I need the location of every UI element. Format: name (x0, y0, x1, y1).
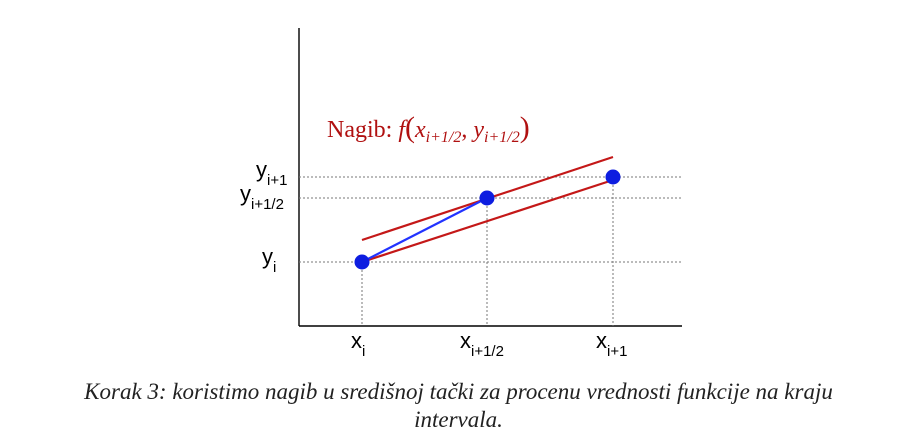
slope-label: Nagib: f(xi+1/2, yi+1/2) (327, 111, 530, 146)
diagram: Nagib: f(xi+1/2, yi+1/2) xi xi+1/2 xi+1 … (240, 28, 682, 360)
slope-label-y: y (471, 117, 484, 143)
x-label-i1: xi+1 (596, 328, 627, 360)
slope-line-lower (361, 178, 614, 264)
x-label-i: xi (351, 328, 365, 360)
x-label-half: xi+1/2 (460, 328, 504, 360)
half-step-line (361, 197, 488, 263)
slope-label-x: x (414, 117, 426, 143)
caption-line-2: intervala. (414, 407, 503, 432)
point-half (479, 190, 495, 206)
slope-label-x-sub: i+1/2 (426, 129, 462, 146)
slope-label-prefix: Nagib: (327, 117, 398, 143)
slope-label-y-sub: i+1/2 (484, 129, 520, 146)
caption: Korak 3: koristimo nagib u središnoj tač… (0, 378, 917, 434)
slope-label-func: f (398, 117, 408, 143)
point-i1 (605, 169, 621, 185)
y-label-i1: yi+1 (256, 157, 287, 189)
y-label-half: yi+1/2 (240, 181, 284, 213)
point-i (354, 254, 370, 270)
y-label-i: yi (262, 244, 276, 276)
caption-line-1: Korak 3: koristimo nagib u središnoj tač… (84, 379, 833, 404)
